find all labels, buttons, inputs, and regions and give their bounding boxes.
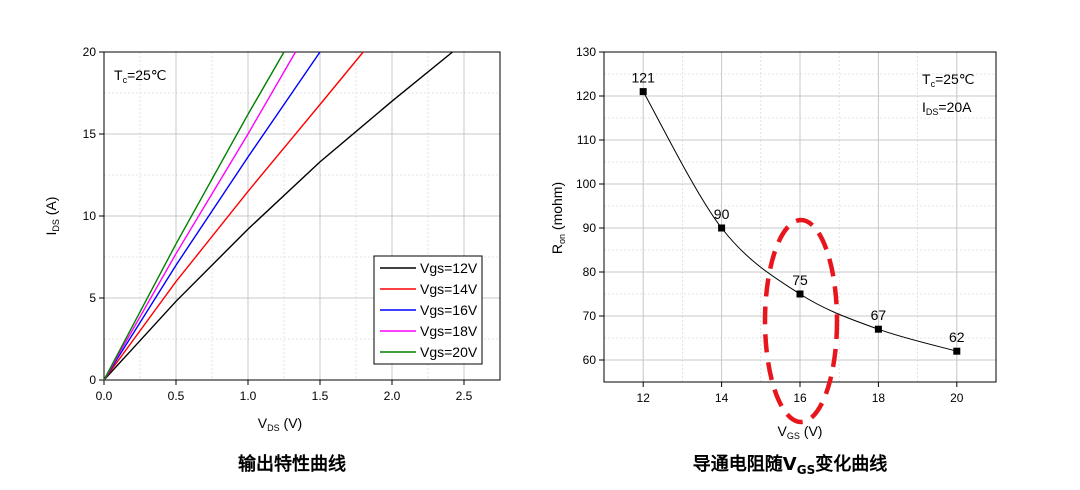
y-tick-label: 110 <box>577 133 596 147</box>
right-y-axis-label: Ron (mohm) <box>549 182 567 254</box>
y-tick-label: 60 <box>583 353 597 367</box>
data-label: 121 <box>632 70 656 86</box>
x-tick-label: 1.5 <box>312 389 329 403</box>
data-point <box>874 325 882 333</box>
legend-label: Vgs=14V <box>420 281 478 297</box>
ron-curve <box>642 91 957 352</box>
legend-label: Vgs=20V <box>420 344 478 360</box>
y-tick-label: 120 <box>576 89 596 103</box>
left-x-ticks: 0.0 0.5 1.0 1.5 2.0 2.5 <box>96 380 473 403</box>
data-point <box>718 224 726 232</box>
left-legend: Vgs=12V Vgs=14V Vgs=16V Vgs=18V Vgs=20V <box>373 255 483 365</box>
x-tick-label: 2.5 <box>456 389 473 403</box>
series-line-vgs-18v <box>103 51 297 381</box>
y-tick-label: 20 <box>83 45 97 59</box>
right-series-line: 121 90 75 67 62 <box>632 70 965 355</box>
data-label: 62 <box>949 329 965 345</box>
right-current-annotation: IDS=20A <box>922 99 972 117</box>
left-y-ticks: 0 5 10 15 20 <box>83 45 104 387</box>
series-line-vgs-12v <box>103 51 453 381</box>
series-line-vgs-20v <box>103 51 285 381</box>
output-characteristic-chart: 0.0 0.5 1.0 1.5 2.0 2.5 0 5 10 15 20 Tc=25℃ Vgs=1… <box>43 45 501 475</box>
x-tick-label: 2.0 <box>384 389 401 403</box>
y-tick-label: 90 <box>583 221 597 235</box>
left-temp-annotation: Tc=25℃ <box>114 67 167 85</box>
right-caption: 导通电阻随VGS变化曲线 <box>693 453 887 477</box>
data-point <box>953 347 961 355</box>
right-temp-annotation: Tc=25℃ <box>922 71 975 89</box>
y-tick-label: 80 <box>583 265 597 279</box>
left-series-lines <box>103 51 453 381</box>
right-x-axis-label: VGS (V) <box>778 423 823 441</box>
left-x-axis-label: VDS (V) <box>258 415 302 433</box>
x-tick-label: 1.0 <box>240 389 257 403</box>
legend-label: Vgs=16V <box>420 302 478 318</box>
x-tick-label: 0.5 <box>168 389 185 403</box>
x-tick-label: 16 <box>793 391 807 405</box>
highlight-ellipse <box>762 217 840 425</box>
x-tick-label: 14 <box>715 391 729 405</box>
legend-label: Vgs=12V <box>420 260 478 276</box>
right-x-ticks: 12 14 16 18 20 <box>637 382 964 405</box>
y-tick-label: 10 <box>83 209 97 223</box>
series-line-vgs-14v <box>103 51 364 381</box>
x-tick-label: 20 <box>950 391 964 405</box>
x-tick-label: 0.0 <box>96 389 113 403</box>
data-point <box>796 290 804 298</box>
data-label: 90 <box>714 206 730 222</box>
y-tick-label: 15 <box>83 127 97 141</box>
y-tick-label: 130 <box>576 45 596 59</box>
y-tick-label: 0 <box>89 373 96 387</box>
on-resistance-chart: 12 14 16 18 20 60 70 80 90 100 110 120 130 121 90 75 6… <box>549 45 997 477</box>
y-tick-label: 100 <box>576 177 596 191</box>
y-tick-label: 5 <box>89 291 96 305</box>
right-y-ticks: 60 70 80 90 100 110 120 130 <box>576 45 604 367</box>
left-y-axis-label: IDS (A) <box>43 197 61 236</box>
x-tick-label: 18 <box>872 391 886 405</box>
data-label: 67 <box>871 307 887 323</box>
series-line-vgs-16v <box>103 51 321 381</box>
data-label: 75 <box>792 272 808 288</box>
x-tick-label: 12 <box>637 391 651 405</box>
data-point <box>639 88 647 96</box>
left-caption: 输出特性曲线 <box>238 453 346 475</box>
legend-label: Vgs=18V <box>420 323 478 339</box>
y-tick-label: 70 <box>583 309 597 323</box>
